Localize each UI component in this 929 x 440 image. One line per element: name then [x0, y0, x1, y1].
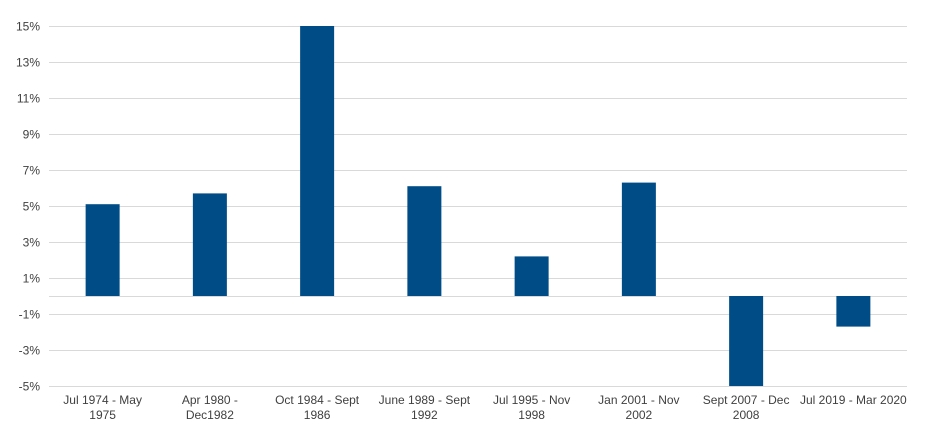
y-tick-label: -5%: [19, 380, 41, 394]
x-category-label: Jul 1974 - May: [63, 393, 142, 407]
x-category-label: Dec1982: [186, 408, 234, 422]
x-category-label: 1986: [304, 408, 331, 422]
bar: [729, 296, 764, 386]
x-category-label: Sept 2007 - Dec: [703, 393, 790, 407]
x-category-label: 1992: [411, 408, 438, 422]
x-category-label: Oct 1984 - Sept: [275, 393, 360, 407]
bar: [407, 186, 442, 296]
x-category-label: June 1989 - Sept: [379, 393, 471, 407]
x-category-label: 1975: [89, 408, 116, 422]
y-tick-label: 13%: [16, 56, 40, 70]
x-category-label: Jan 2001 - Nov: [598, 393, 679, 407]
x-category-label: 2008: [733, 408, 760, 422]
bars: [85, 26, 871, 386]
x-category-label: Apr 1980 -: [182, 393, 238, 407]
x-category-label: 2002: [626, 408, 653, 422]
y-tick-label: 15%: [16, 20, 40, 34]
bar: [621, 182, 656, 296]
y-tick-label: -3%: [19, 344, 41, 358]
y-tick-label: 1%: [23, 272, 41, 286]
y-axis: -5% -3% -1% 1% 3% 5% 7% 9% 11% 13% 15%: [16, 20, 40, 394]
gridlines: [49, 26, 907, 387]
y-tick-label: 3%: [23, 236, 41, 250]
y-tick-label: 7%: [23, 164, 41, 178]
bar: [300, 26, 335, 296]
bar: [192, 193, 227, 296]
x-category-label: 1998: [518, 408, 545, 422]
x-category-label: Jul 2019 - Mar 2020: [800, 393, 907, 407]
bar: [514, 256, 549, 296]
y-tick-label: 11%: [17, 92, 40, 106]
y-tick-label: 5%: [23, 200, 41, 214]
bar: [836, 296, 871, 327]
y-tick-label: 9%: [23, 128, 41, 142]
y-tick-label: -1%: [19, 308, 41, 322]
bar: [85, 204, 120, 296]
x-category-label: Jul 1995 - Nov: [493, 393, 570, 407]
